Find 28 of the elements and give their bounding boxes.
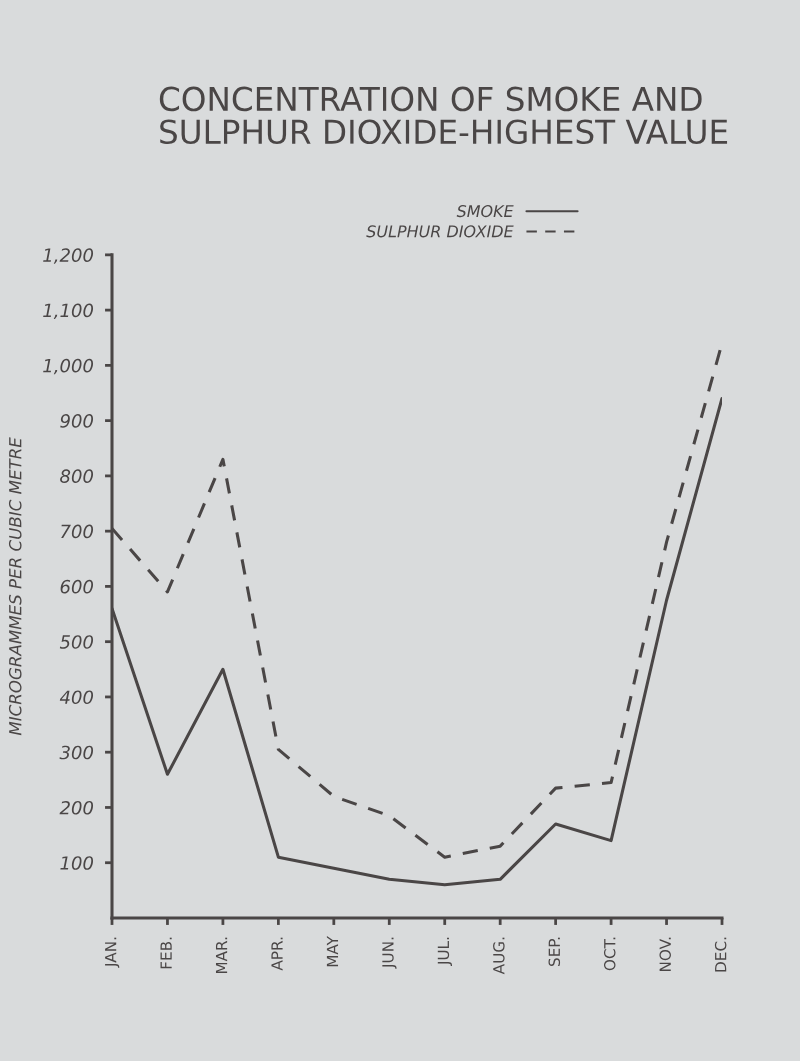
x-tick-label: FEB.: [160, 937, 172, 969]
legend-label: SMOKE: [456, 205, 514, 218]
y-tick-label: 800: [60, 469, 94, 484]
y-tick-label: 1,200: [43, 248, 94, 264]
x-tick-label: NOV.: [659, 937, 671, 972]
x-tick-label: JAN.: [105, 937, 120, 968]
x-tick-label: SEP.: [548, 937, 561, 967]
y-tick-label: 100: [60, 856, 94, 870]
y-tick-label: 300: [59, 745, 94, 760]
y-tick-label: 700: [61, 524, 94, 539]
x-tick-label: OCT.: [603, 937, 616, 971]
x-tick-label: JUL.: [437, 937, 452, 966]
x-tick-label: DEC.: [714, 937, 727, 972]
y-tick-label: 1,100: [43, 303, 94, 320]
y-tick-label: 500: [59, 635, 94, 649]
y-tick-label: 200: [59, 800, 94, 815]
x-tick-label: MAY: [326, 936, 339, 967]
x-tick-label: AUG.: [493, 937, 505, 975]
y-tick-label: 600: [60, 579, 94, 594]
y-tick-label: 400: [59, 690, 94, 705]
x-tick-label: JUN.: [382, 937, 397, 969]
y-axis-title: MICROGRAMMES PER CUBIC METRE: [8, 437, 22, 736]
y-tick-label: 900: [60, 414, 94, 428]
x-tick-label: MAR.: [215, 937, 228, 974]
x-tick-label: APR.: [271, 937, 283, 971]
y-tick-label: 1,000: [43, 358, 94, 375]
chart-title: CONCENTRATION OF SMOKE AND SULPHUR DIOXIDE-HIGHEST VALUE: [159, 86, 728, 145]
legend-label: SULPHUR DIOXIDE: [366, 225, 514, 238]
